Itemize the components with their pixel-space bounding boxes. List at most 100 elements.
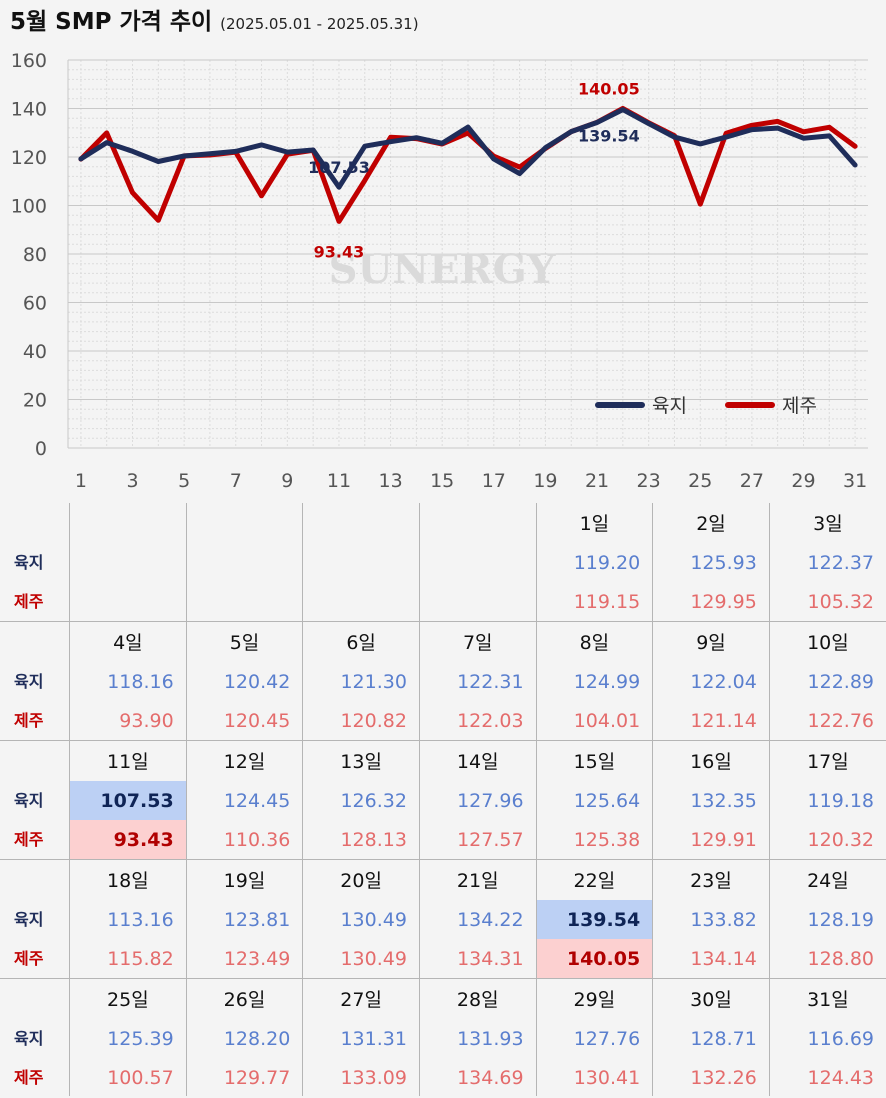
day-label: 12일 xyxy=(223,751,266,773)
day-cell: 8일 124.99 104.01 xyxy=(535,621,653,741)
day-label: 19일 xyxy=(223,870,266,892)
x-tick-label: 17 xyxy=(482,470,506,492)
jeju-price: 134.31 xyxy=(457,948,524,970)
day-cell: 26일 128.20 129.77 xyxy=(185,978,303,1096)
jeju-price: 129.77 xyxy=(223,1067,291,1089)
day-cell: 27일 131.31 133.09 xyxy=(302,978,420,1096)
data-label: 139.54 xyxy=(578,127,640,146)
jeju-price: 105.32 xyxy=(807,591,874,613)
x-tick-label: 21 xyxy=(585,470,609,492)
jeju-price: 134.14 xyxy=(690,948,757,970)
day-cell: 9일 122.04 121.14 xyxy=(652,621,770,741)
row-label-jeju: 제주 xyxy=(14,592,44,611)
land-price: 119.20 xyxy=(573,552,641,574)
week-row: 육지 제주 18일 113.16 115.82 19일 123.81 123.49 20일 130… xyxy=(0,859,886,979)
day-label: 2일 xyxy=(696,513,726,535)
land-price: 124.99 xyxy=(573,671,641,693)
land-price: 119.18 xyxy=(807,790,874,812)
land-price: 122.37 xyxy=(807,552,874,574)
jeju-price: 115.82 xyxy=(107,948,174,970)
legend-label: 제주 xyxy=(782,395,817,417)
day-cell: 22일 139.54 140.05 xyxy=(535,859,653,979)
land-price: 118.16 xyxy=(107,671,174,693)
data-point-land xyxy=(673,136,675,138)
day-label: 10일 xyxy=(807,632,849,654)
land-price: 122.89 xyxy=(807,671,874,693)
jeju-price: 127.57 xyxy=(457,829,524,851)
land-price: 139.54 xyxy=(536,900,653,939)
day-cell: 11일 107.53 93.43 xyxy=(69,740,187,860)
day-cell: 10일 122.89 122.76 xyxy=(768,621,886,741)
day-label: 27일 xyxy=(340,989,382,1011)
day-label: 11일 xyxy=(107,751,149,773)
y-tick-label: 40 xyxy=(23,341,47,363)
day-cell: 24일 128.19 128.80 xyxy=(768,859,886,979)
jeju-price: 132.26 xyxy=(690,1067,757,1089)
jeju-price: 122.03 xyxy=(457,710,524,732)
day-cell: 14일 127.96 127.57 xyxy=(418,740,537,860)
day-label: 17일 xyxy=(807,751,849,773)
jeju-price: 124.43 xyxy=(807,1067,874,1089)
land-price: 125.39 xyxy=(107,1028,174,1050)
x-tick-label: 9 xyxy=(281,470,293,492)
land-price: 123.81 xyxy=(223,909,291,931)
data-point-land xyxy=(209,153,211,155)
y-tick-label: 160 xyxy=(11,50,47,72)
week-row: 육지 제주 25일 125.39 100.57 26일 128.20 129.77 27일 131… xyxy=(0,978,886,1096)
data-point-land xyxy=(622,109,624,111)
day-label: 8일 xyxy=(579,632,610,654)
jeju-price: 93.90 xyxy=(119,710,174,732)
day-cell: 2일 125.93 129.95 xyxy=(652,503,770,622)
data-point-land xyxy=(441,142,443,144)
data-point-jeju xyxy=(699,203,701,205)
day-cell: 20일 130.49 130.49 xyxy=(302,859,420,979)
land-price: 133.82 xyxy=(690,909,757,931)
x-tick-label: 25 xyxy=(688,470,712,492)
row-labels: 육지 제주 xyxy=(0,621,70,741)
data-point-land xyxy=(312,149,314,151)
day-label: 28일 xyxy=(456,989,499,1011)
jeju-price: 130.49 xyxy=(340,948,407,970)
row-labels: 육지 제주 xyxy=(0,740,70,860)
day-cell: 16일 132.35 129.91 xyxy=(652,740,770,860)
data-point-land xyxy=(570,131,572,133)
data-point-land xyxy=(828,135,830,137)
row-label-jeju: 제주 xyxy=(14,1068,44,1087)
land-price: 130.49 xyxy=(340,909,407,931)
day-cell: 3일 122.37 105.32 xyxy=(768,503,886,622)
date-range: (2025.05.01 - 2025.05.31) xyxy=(220,15,419,33)
data-label: 140.05 xyxy=(578,79,640,98)
day-label: 22일 xyxy=(573,870,616,892)
day-label: 29일 xyxy=(573,989,616,1011)
day-cell: 30일 128.71 132.26 xyxy=(652,978,770,1096)
x-tick-label: 23 xyxy=(637,470,661,492)
data-point-jeju xyxy=(467,132,469,134)
data-point-land xyxy=(261,144,263,146)
jeju-price: 104.01 xyxy=(573,710,641,732)
week-row: 육지 제주 4일 118.16 93.90 5일 120.42 120.45 6일 121.30 1… xyxy=(0,621,886,741)
land-price: 134.22 xyxy=(457,909,524,931)
data-point-land xyxy=(854,164,856,166)
day-label: 23일 xyxy=(690,870,732,892)
data-point-land xyxy=(106,142,108,144)
jeju-price: 93.43 xyxy=(70,820,186,859)
day-cell: 6일 121.30 120.82 xyxy=(302,621,420,741)
day-label: 30일 xyxy=(690,989,732,1011)
land-price: 128.19 xyxy=(807,909,874,931)
data-point-land xyxy=(338,186,340,188)
x-tick-label: 15 xyxy=(430,470,454,492)
day-cell: 5일 120.42 120.45 xyxy=(185,621,303,741)
land-price: 107.53 xyxy=(70,781,186,820)
jeju-price: 140.05 xyxy=(536,939,653,978)
day-label: 31일 xyxy=(807,989,849,1011)
data-point-land xyxy=(802,137,804,139)
data-point-jeju xyxy=(106,132,108,134)
jeju-price: 120.45 xyxy=(223,710,291,732)
land-price: 113.16 xyxy=(107,909,174,931)
land-price: 126.32 xyxy=(340,790,407,812)
land-price: 121.30 xyxy=(340,671,407,693)
day-label: 4일 xyxy=(113,632,143,654)
day-cell: 19일 123.81 123.49 xyxy=(185,859,303,979)
data-point-land xyxy=(777,127,779,129)
